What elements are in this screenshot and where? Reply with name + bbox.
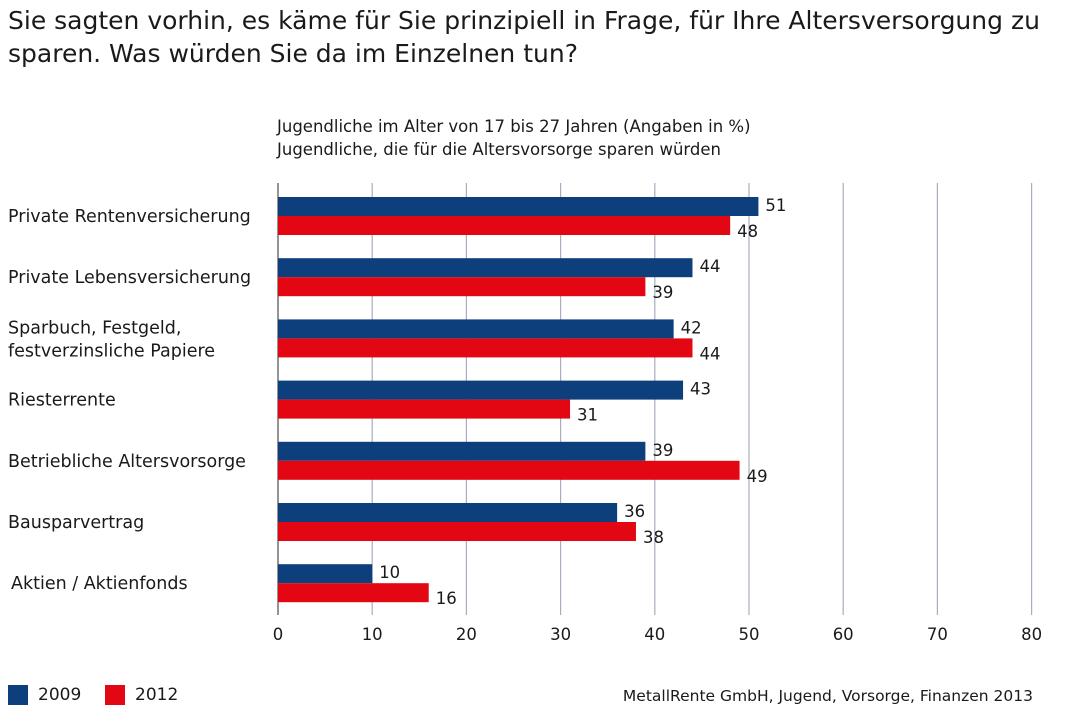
bar-2009-cat-3 <box>278 319 674 339</box>
x-tick-label-0: 0 <box>273 625 284 644</box>
legend-label-2012: 2012 <box>135 685 179 705</box>
legend-swatch-2009 <box>8 685 28 705</box>
category-label-7: Aktien / Aktienfonds <box>11 574 188 594</box>
bar-2012-cat-5 <box>278 460 740 480</box>
chart-title: Sie sagten vorhin, es käme für Sie prinz… <box>8 6 1040 68</box>
value-label-2009-cat-4: 43 <box>690 380 711 399</box>
x-tick-label-40: 40 <box>644 625 665 644</box>
bar-2012-cat-2 <box>278 277 646 297</box>
value-label-2009-cat-5: 39 <box>652 441 673 460</box>
value-label-2009-cat-1: 51 <box>765 196 786 215</box>
value-label-2012-cat-4: 31 <box>577 406 598 425</box>
bar-2009-cat-2 <box>278 258 693 278</box>
value-label-2012-cat-7: 16 <box>436 589 457 608</box>
category-label-1: Private Rentenversicherung <box>8 207 251 227</box>
bar-2012-cat-1 <box>278 216 731 235</box>
x-tick-label-70: 70 <box>927 625 948 644</box>
value-label-2009-cat-7: 10 <box>379 563 400 582</box>
x-tick-label-80: 80 <box>1021 625 1042 644</box>
legend-item-2012: 2012 <box>105 685 178 705</box>
value-label-2012-cat-3: 44 <box>699 344 720 363</box>
value-label-2012-cat-6: 38 <box>643 528 664 547</box>
value-label-2009-cat-2: 44 <box>699 257 720 276</box>
value-label-2012-cat-1: 48 <box>737 222 758 241</box>
x-tick-label-10: 10 <box>362 625 383 644</box>
bar-2012-cat-6 <box>278 522 636 541</box>
bar-2009-cat-5 <box>278 441 646 461</box>
bar-2009-cat-6 <box>278 503 618 522</box>
source-note: MetallRente GmbH, Jugend, Vorsorge, Fina… <box>622 687 1033 705</box>
category-label-3-line-1: Sparbuch, Festgeld, <box>8 318 181 338</box>
value-label-2009-cat-3: 42 <box>681 318 702 337</box>
legend-swatch-2012 <box>105 685 125 705</box>
value-label-2012-cat-5: 49 <box>747 467 768 486</box>
category-label-2: Private Lebensversicherung <box>8 268 251 288</box>
x-tick-label-20: 20 <box>456 625 477 644</box>
chart-subtitle-line-1: Jugendliche im Alter von 17 bis 27 Jahre… <box>277 117 751 136</box>
category-label-4: Riesterrente <box>8 391 116 411</box>
legend-label-2009: 2009 <box>38 685 82 705</box>
x-tick-label-50: 50 <box>739 625 760 644</box>
legend-item-2009: 2009 <box>8 685 81 705</box>
category-label-5: Betriebliche Altersvorsorge <box>8 452 246 472</box>
bar-2012-cat-3 <box>278 338 693 358</box>
chart-subtitle-line-2: Jugendliche, die für die Altersvorsorge … <box>277 140 721 159</box>
value-label-2009-cat-6: 36 <box>624 502 645 521</box>
x-tick-label-30: 30 <box>550 625 571 644</box>
category-label-6: Bausparvertrag <box>8 513 144 533</box>
bar-2012-cat-7 <box>278 583 429 603</box>
category-label-3-line-2: festverzinsliche Papiere <box>8 341 215 361</box>
x-tick-label-60: 60 <box>833 625 854 644</box>
bar-2009-cat-1 <box>278 197 759 216</box>
bar-2009-cat-4 <box>278 380 684 400</box>
bar-2012-cat-4 <box>278 399 571 419</box>
value-label-2012-cat-2: 39 <box>652 283 673 302</box>
bar-2009-cat-7 <box>278 564 373 584</box>
